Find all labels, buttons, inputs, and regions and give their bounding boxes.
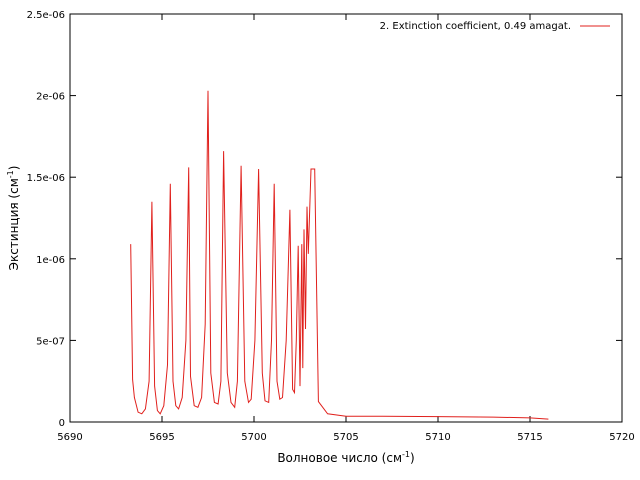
- series-line: [130, 90, 549, 420]
- x-tick-label: 5695: [149, 432, 174, 443]
- x-tick-label: 5715: [517, 432, 542, 443]
- y-tick-label: 0: [59, 418, 65, 429]
- x-tick-label: 5700: [241, 432, 266, 443]
- y-tick-label: 2e-06: [36, 92, 65, 103]
- y-tick-label: 5e-07: [36, 336, 65, 347]
- x-tick-label: 5710: [425, 432, 450, 443]
- y-tick-label: 1e-06: [36, 255, 65, 266]
- plot-frame: [69, 13, 623, 423]
- x-tick-label: 5705: [333, 432, 358, 443]
- x-axis-ticks: 5690 5695 5700 5705 5710 5715 5720: [57, 14, 635, 443]
- y-tick-label: 2.5e-06: [27, 10, 65, 21]
- y-axis-title: Экстинция (см-1): [6, 166, 21, 271]
- legend-label: 2. Extinction coefficient, 0.49 amagat.: [380, 21, 571, 32]
- x-axis-title: Волновое число (см-1): [277, 450, 414, 465]
- x-tick-label: 5720: [609, 432, 634, 443]
- y-axis-ticks: 0 5e-07 1e-06 1.5e-06 2e-06 2.5e-06: [27, 10, 622, 429]
- x-tick-label: 5690: [57, 432, 82, 443]
- y-tick-label: 1.5e-06: [27, 173, 65, 184]
